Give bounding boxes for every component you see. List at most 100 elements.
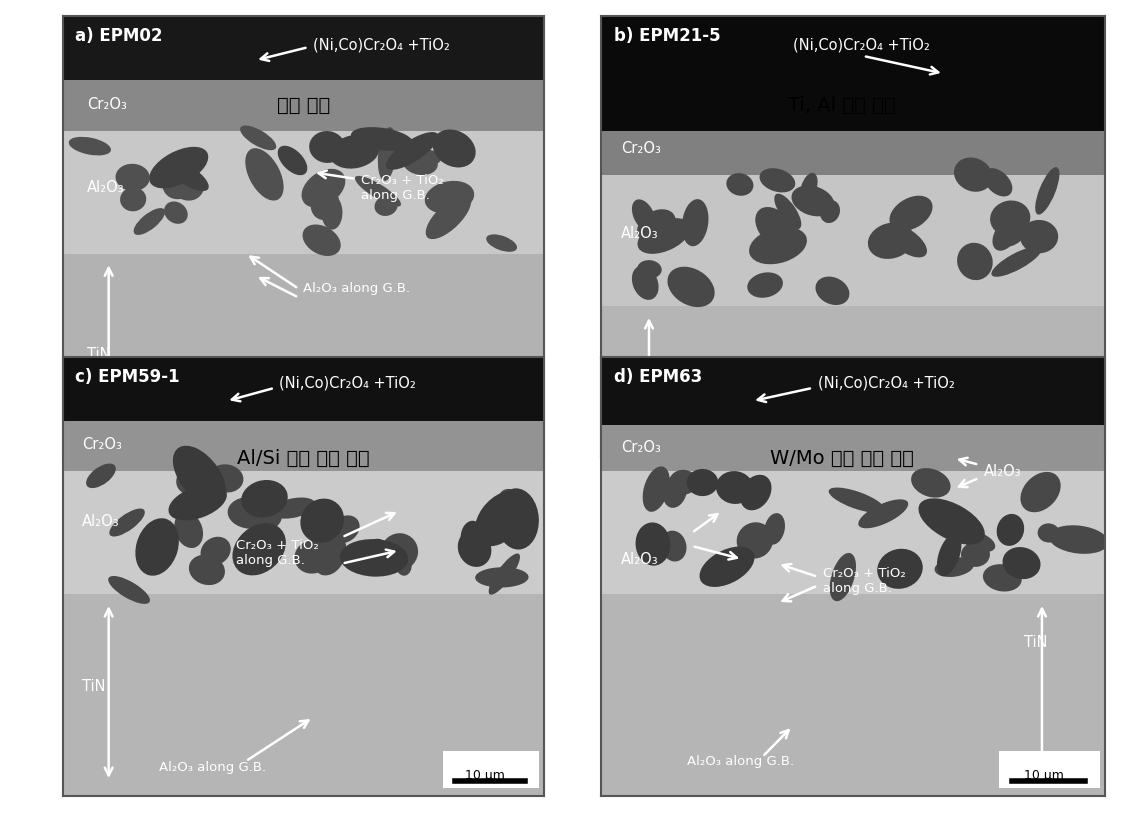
Ellipse shape [163, 168, 195, 200]
Ellipse shape [982, 564, 1021, 591]
Ellipse shape [242, 480, 287, 517]
Text: Al₂O₃: Al₂O₃ [87, 181, 125, 195]
Text: TiN: TiN [82, 679, 105, 694]
Text: (Ni,Co)Cr₂O₄ +TiO₂: (Ni,Co)Cr₂O₄ +TiO₂ [279, 376, 417, 391]
Ellipse shape [748, 273, 783, 298]
Bar [63, 471, 544, 594]
Ellipse shape [829, 488, 884, 513]
Ellipse shape [934, 557, 974, 577]
Ellipse shape [957, 243, 993, 280]
Text: c) EPM59-1: c) EPM59-1 [76, 368, 180, 386]
Ellipse shape [69, 137, 111, 155]
Ellipse shape [294, 540, 331, 574]
Text: Al₂O₃: Al₂O₃ [622, 227, 658, 241]
Ellipse shape [996, 514, 1024, 546]
Ellipse shape [400, 149, 441, 167]
Bar [1000, 751, 1100, 788]
Ellipse shape [1020, 220, 1058, 253]
Bar [601, 175, 1105, 306]
Text: Al/Si 비율 증가 효과: Al/Si 비율 증가 효과 [237, 449, 370, 468]
Ellipse shape [330, 516, 360, 544]
Text: TiN: TiN [87, 347, 111, 362]
Ellipse shape [236, 494, 269, 526]
Ellipse shape [174, 511, 203, 548]
Ellipse shape [378, 127, 396, 181]
Ellipse shape [355, 176, 401, 207]
Ellipse shape [911, 468, 950, 498]
Ellipse shape [352, 127, 413, 151]
Ellipse shape [496, 488, 539, 549]
Text: d) EPM63: d) EPM63 [614, 368, 702, 386]
Ellipse shape [108, 576, 150, 604]
Ellipse shape [189, 555, 224, 585]
Text: Al₂O₃: Al₂O₃ [984, 464, 1021, 479]
Bar [63, 421, 544, 471]
Ellipse shape [759, 168, 796, 192]
Bar [63, 131, 544, 254]
Ellipse shape [756, 207, 795, 248]
Ellipse shape [1037, 524, 1060, 543]
Ellipse shape [1035, 167, 1059, 214]
Ellipse shape [330, 135, 379, 168]
Ellipse shape [228, 497, 273, 529]
Bar [63, 254, 544, 456]
Ellipse shape [1020, 472, 1060, 512]
Bar [63, 357, 544, 421]
Ellipse shape [172, 163, 195, 185]
Ellipse shape [687, 469, 718, 496]
Bar [601, 16, 1105, 131]
Ellipse shape [669, 470, 697, 495]
Ellipse shape [489, 553, 520, 594]
Ellipse shape [245, 148, 284, 200]
Ellipse shape [937, 533, 962, 576]
Ellipse shape [366, 539, 393, 570]
Ellipse shape [749, 227, 807, 264]
Ellipse shape [252, 507, 282, 531]
Text: 기본 조성: 기본 조성 [277, 96, 330, 115]
Ellipse shape [682, 200, 709, 246]
Ellipse shape [270, 498, 316, 519]
Ellipse shape [638, 218, 690, 254]
Text: Cr₂O₃ + TiO₂
along G.B.: Cr₂O₃ + TiO₂ along G.B. [236, 539, 318, 566]
Text: Cr₂O₃ + TiO₂
along G.B.: Cr₂O₃ + TiO₂ along G.B. [823, 567, 906, 595]
Text: - Crack formation and spallation: - Crack formation and spallation [611, 428, 813, 441]
Ellipse shape [726, 173, 753, 195]
Ellipse shape [661, 530, 687, 562]
Ellipse shape [990, 200, 1030, 236]
Ellipse shape [232, 523, 286, 576]
Ellipse shape [120, 187, 147, 211]
Ellipse shape [637, 209, 676, 242]
Text: 10 μm: 10 μm [1025, 423, 1064, 436]
Ellipse shape [425, 181, 474, 213]
Ellipse shape [830, 553, 856, 601]
Ellipse shape [993, 219, 1019, 250]
Ellipse shape [890, 195, 932, 231]
Text: Cr₂O₃: Cr₂O₃ [622, 440, 661, 455]
Ellipse shape [877, 548, 923, 589]
Ellipse shape [800, 172, 818, 203]
Text: (Ni,Co)Cr₂O₄ +TiO₂: (Ni,Co)Cr₂O₄ +TiO₂ [792, 38, 930, 53]
Ellipse shape [637, 260, 662, 278]
Ellipse shape [395, 552, 412, 576]
Ellipse shape [632, 200, 656, 232]
Ellipse shape [700, 547, 755, 587]
Ellipse shape [961, 542, 990, 566]
Ellipse shape [1049, 525, 1108, 554]
Text: Al₂O₃ along G.B.: Al₂O₃ along G.B. [303, 282, 411, 296]
Ellipse shape [386, 132, 439, 170]
Ellipse shape [475, 567, 529, 588]
Text: (Ni,Co)Cr₂O₄ +TiO₂: (Ni,Co)Cr₂O₄ +TiO₂ [818, 376, 955, 391]
Ellipse shape [498, 489, 530, 526]
Ellipse shape [949, 511, 980, 540]
Ellipse shape [820, 200, 840, 223]
Ellipse shape [166, 159, 208, 191]
Ellipse shape [278, 145, 307, 175]
Ellipse shape [173, 446, 226, 506]
Ellipse shape [403, 150, 437, 175]
Text: b) EPM21-5: b) EPM21-5 [614, 27, 720, 45]
Ellipse shape [164, 201, 188, 224]
Ellipse shape [208, 465, 244, 493]
Ellipse shape [1003, 547, 1041, 579]
Ellipse shape [663, 475, 687, 508]
Ellipse shape [86, 464, 116, 488]
